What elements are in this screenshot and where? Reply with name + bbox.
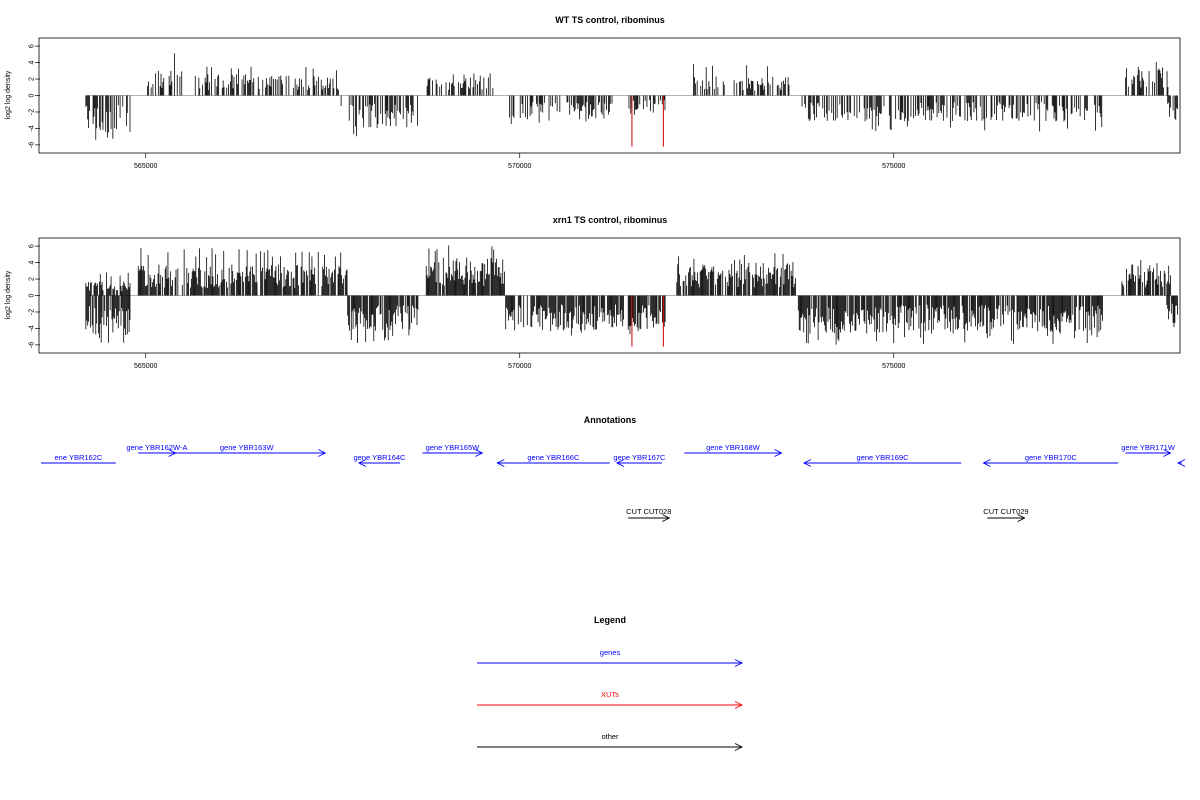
x-tick-label: 565000 — [134, 163, 157, 170]
x-ticks-wt: 565000 570000 575000 — [134, 153, 906, 170]
y-tick-label: -6 — [29, 142, 36, 148]
gene-arrow-head — [774, 449, 783, 457]
y-tick-label: -2 — [29, 309, 36, 315]
xrn1-ts-panel: xrn1 TS control, ribominus log2 log dens… — [5, 215, 1181, 370]
y-tick-label: -4 — [29, 125, 36, 131]
legend-arrow-head — [734, 659, 744, 667]
gene-label: gene YBR169C — [857, 453, 910, 462]
gene-arrow-head — [615, 459, 625, 467]
gene-arrow-head — [982, 459, 991, 467]
legend-label: other — [601, 732, 619, 741]
legend-label: genes — [600, 648, 621, 657]
cut-label: CUT CUT029 — [983, 507, 1028, 516]
y-tick-label: 6 — [29, 244, 36, 248]
gene-arrow-head — [318, 449, 327, 457]
gene-label: gene YBR168W — [706, 443, 761, 452]
gene-arrow-head — [475, 449, 484, 457]
y-tick-label: 4 — [29, 61, 36, 65]
x-tick-label: 565000 — [134, 363, 157, 370]
x-tick-label: 575000 — [882, 363, 905, 370]
x-tick-label: 575000 — [882, 163, 905, 170]
x-ticks-xrn1: 565000 570000 575000 — [134, 353, 906, 370]
wt-ts-panel: WT TS control, ribominus log2 log densit… — [5, 15, 1181, 170]
y-tick-label: 0 — [29, 293, 36, 297]
legend-label: XUTs — [601, 690, 619, 699]
legend: Legend genes XUTs other — [477, 615, 744, 751]
y-ticks-wt: -6 -4 -2 0 2 4 6 — [29, 44, 40, 148]
gene-label: gene YBR171W — [1121, 443, 1176, 452]
gene-label: gene YBR167C — [613, 453, 666, 462]
gene-arrow-head — [496, 459, 505, 467]
gene-label: gene YBR163W — [220, 443, 275, 452]
gene-arrow-head — [1163, 449, 1172, 457]
legend-arrow-head — [734, 701, 744, 709]
other-features: CUT CUT028 CUT CUT029 — [626, 507, 1029, 522]
y-tick-label: -4 — [29, 325, 36, 331]
legend-arrow-head — [734, 743, 744, 751]
signal-bars-xrn1 — [85, 245, 1178, 347]
y-tick-label: 0 — [29, 93, 36, 97]
cut-arrow-head — [662, 514, 671, 522]
gene-arrow-head — [357, 459, 367, 467]
x-tick-label: 570000 — [508, 363, 531, 370]
y-ticks-xrn1: -6 -4 -2 0 2 4 6 — [29, 244, 40, 348]
gene-label: gene YBR162W-A — [126, 443, 187, 452]
gene-features: ene YBR162C gene YBR162W-A gene YBR163W gen… — [41, 443, 1186, 467]
gene-label: gene YBR165W — [426, 443, 481, 452]
y-tick-label: -6 — [29, 342, 36, 348]
y-tick-label: -2 — [29, 109, 36, 115]
chart-title-wt: WT TS control, ribominus — [555, 15, 665, 25]
y-axis-label-xrn1: log2 log density — [5, 270, 12, 319]
gene-arrow-head — [802, 459, 812, 467]
gene-arrow-head — [1176, 459, 1186, 467]
y-tick-label: 4 — [29, 261, 36, 265]
annotations-track: Annotations ene YBR162C gene YBR162W-A gen… — [41, 415, 1186, 522]
cut-arrow-head — [1017, 514, 1026, 522]
gene-label: gene YBR166C — [527, 453, 580, 462]
y-axis-label-wt: log2 log density — [5, 70, 12, 119]
gene-label: ene YBR162C — [54, 453, 102, 462]
cut-label: CUT CUT028 — [626, 507, 671, 516]
gene-label: gene YBR164C — [353, 453, 406, 462]
x-tick-label: 570000 — [508, 163, 531, 170]
gene-label: gene YBR170C — [1025, 453, 1078, 462]
annotations-title: Annotations — [584, 415, 637, 425]
legend-title: Legend — [594, 615, 626, 625]
y-tick-label: 6 — [29, 44, 36, 48]
signal-bars-wt — [85, 53, 1178, 147]
y-tick-label: 2 — [29, 277, 36, 281]
y-tick-label: 2 — [29, 77, 36, 81]
legend-items: genes XUTs other — [477, 648, 744, 751]
chart-title-xrn1: xrn1 TS control, ribominus — [553, 215, 668, 225]
